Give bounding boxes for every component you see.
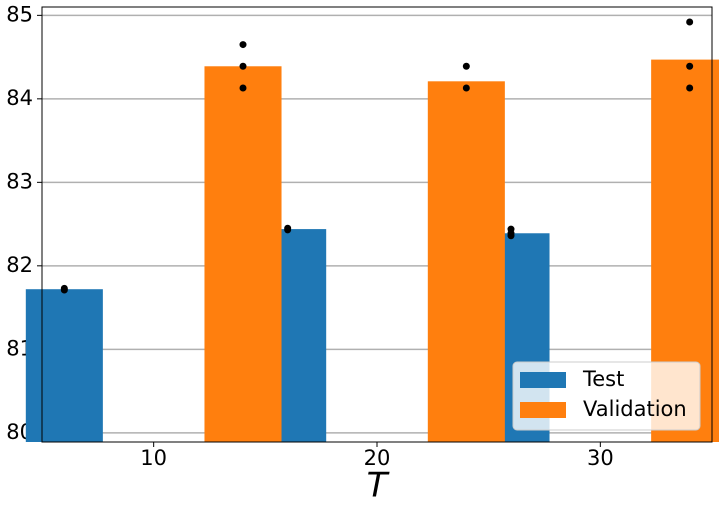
data-point: [686, 62, 694, 70]
data-point: [507, 232, 515, 240]
x-tick-label: 10: [140, 446, 167, 470]
bar: [25, 289, 103, 442]
x-tick-label: 20: [364, 446, 391, 470]
plot-frame: [41, 6, 713, 443]
data-point: [239, 62, 247, 70]
y-tick-label: 85: [6, 2, 33, 26]
bar: [427, 81, 505, 442]
data-point: [239, 41, 247, 49]
data-point: [239, 84, 247, 92]
y-tick-label: 84: [6, 86, 33, 110]
legend-swatch: [520, 402, 566, 418]
data-point: [686, 84, 694, 92]
x-tick-label: 30: [587, 446, 614, 470]
data-point: [462, 84, 470, 92]
bar: [204, 66, 282, 443]
legend-label: Validation: [583, 397, 687, 421]
y-tick-label: 83: [6, 169, 33, 193]
data-point: [686, 18, 694, 26]
y-tick-label: 82: [6, 253, 33, 277]
legend-label: Test: [582, 367, 624, 391]
x-axis-label: T: [367, 466, 390, 506]
legend-swatch: [520, 372, 566, 388]
data-point: [60, 286, 68, 294]
data-point: [284, 226, 292, 234]
data-point: [462, 62, 470, 70]
